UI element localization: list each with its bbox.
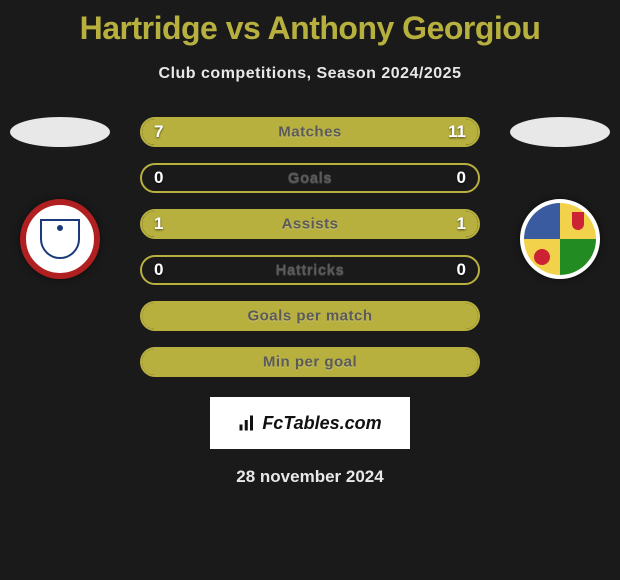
quarter-icon bbox=[524, 203, 560, 239]
stat-row: Goals per match bbox=[140, 301, 480, 331]
stat-value-left: 1 bbox=[154, 214, 163, 234]
page-title: Hartridge vs Anthony Georgiou bbox=[0, 0, 620, 47]
stat-label: Goals per match bbox=[247, 308, 372, 325]
shield-icon bbox=[40, 219, 80, 259]
quarter-icon bbox=[524, 239, 560, 275]
subtitle: Club competitions, Season 2024/2025 bbox=[0, 65, 620, 83]
stat-label: Matches bbox=[278, 124, 342, 141]
quarter-icon bbox=[560, 239, 596, 275]
club-badge-left bbox=[20, 199, 100, 279]
stat-label: Min per goal bbox=[263, 354, 357, 371]
stat-value-right: 1 bbox=[457, 214, 466, 234]
stat-label: Assists bbox=[282, 216, 339, 233]
quarter-icon bbox=[560, 203, 596, 239]
stats-container: Matches711Goals00Assists11Hattricks00Goa… bbox=[140, 117, 480, 377]
brand-badge: FcTables.com bbox=[210, 397, 410, 449]
stat-value-left: 0 bbox=[154, 260, 163, 280]
stat-row: Hattricks 0 0 bbox=[140, 255, 480, 285]
stat-value-right: 11 bbox=[448, 122, 466, 142]
stat-value-left: 7 bbox=[154, 122, 163, 142]
stat-value-right: 0 bbox=[457, 260, 466, 280]
club-badge-right bbox=[520, 199, 600, 279]
player-right-avatar-placeholder bbox=[510, 117, 610, 147]
stat-row: Goals 0 0 bbox=[140, 163, 480, 193]
chart-icon bbox=[238, 414, 256, 432]
stat-row: Matches 7 11 bbox=[140, 117, 480, 147]
brand-text: FcTables.com bbox=[262, 413, 381, 434]
date-label: 28 november 2024 bbox=[0, 467, 620, 487]
player-right-column bbox=[500, 117, 620, 279]
stat-label: Hattricks bbox=[276, 262, 345, 279]
stat-label: Goals bbox=[288, 170, 332, 187]
stat-value-right: 0 bbox=[457, 168, 466, 188]
stat-row: Assists 1 1 bbox=[140, 209, 480, 239]
player-left-column bbox=[0, 117, 120, 279]
comparison-area: Matches711Goals00Assists11Hattricks00Goa… bbox=[0, 117, 620, 487]
stat-row: Min per goal bbox=[140, 347, 480, 377]
player-left-avatar-placeholder bbox=[10, 117, 110, 147]
stat-value-left: 0 bbox=[154, 168, 163, 188]
